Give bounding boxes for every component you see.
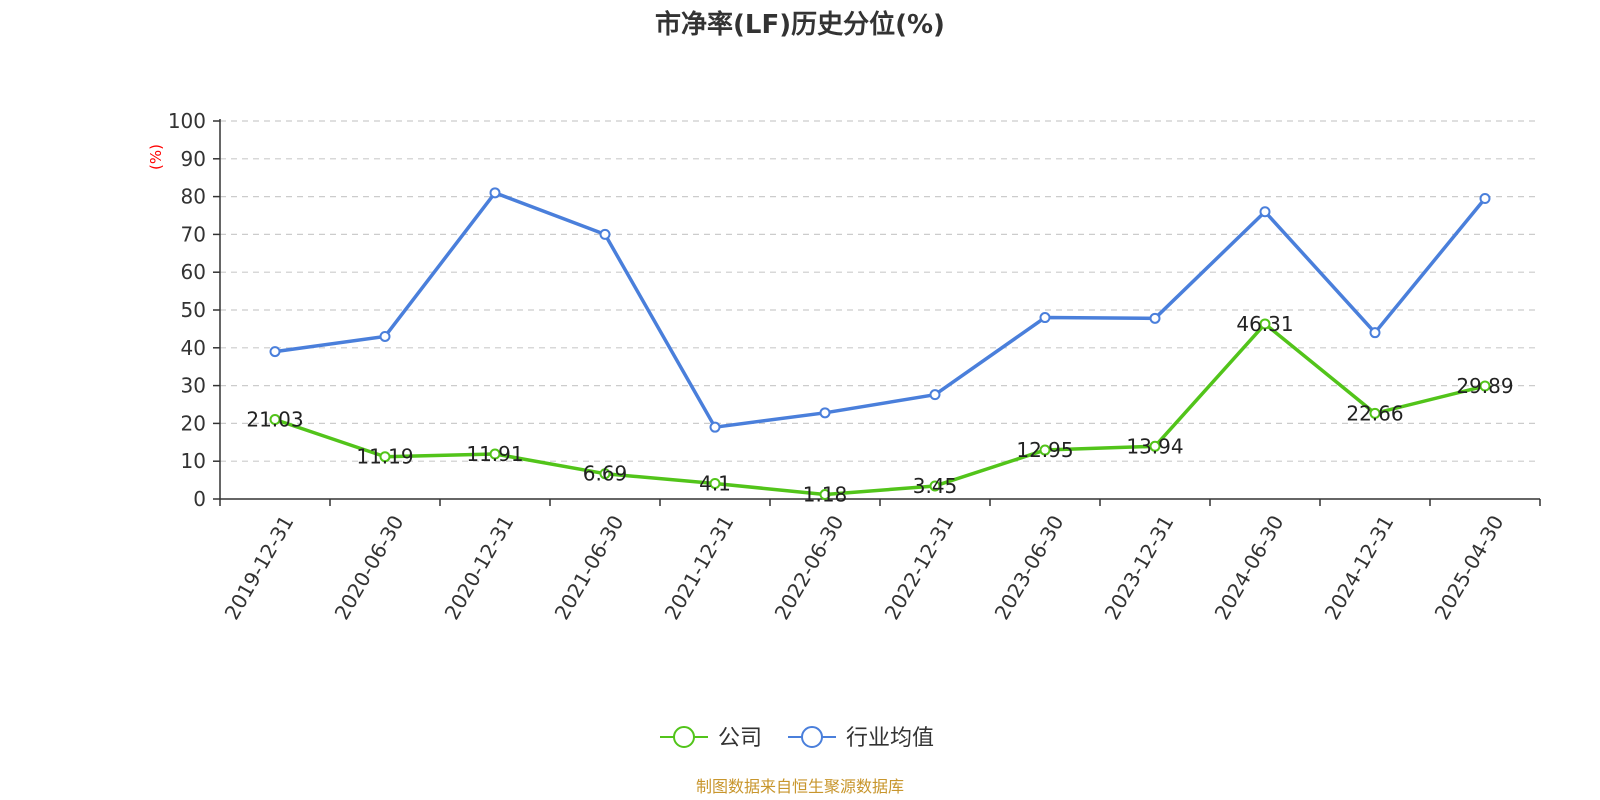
data-label: 3.45: [913, 474, 958, 498]
data-point[interactable]: [709, 421, 721, 433]
x-tick-label: 2025-04-30: [1430, 511, 1509, 624]
y-tick-label: 20: [181, 411, 206, 435]
data-point[interactable]: [599, 228, 611, 240]
data-point[interactable]: [489, 448, 501, 460]
x-tick-label: 2023-12-31: [1100, 511, 1179, 624]
axes: [213, 119, 1541, 506]
data-point[interactable]: [489, 187, 501, 199]
data-point[interactable]: [269, 414, 281, 426]
series-line: [273, 322, 1487, 497]
y-tick-label: 90: [181, 147, 206, 171]
data-point[interactable]: [1149, 440, 1161, 452]
y-tick-label: 40: [181, 336, 206, 360]
legend-marker-industry-average: [801, 726, 823, 748]
x-tick-label: 2022-06-30: [770, 511, 849, 624]
data-label: 6.69: [583, 462, 628, 486]
y-tick-label: 60: [181, 260, 206, 284]
data-point[interactable]: [1479, 380, 1491, 392]
data-point[interactable]: [1039, 444, 1051, 456]
series-company: [269, 318, 1491, 501]
data-point[interactable]: [709, 478, 721, 490]
chart-title: 市净率(LF)历史分位(%): [655, 9, 945, 40]
legend-item-company[interactable]: 公司: [660, 726, 762, 751]
x-tick-label: 2020-12-31: [440, 511, 519, 624]
x-tick-label: 2021-06-30: [550, 511, 629, 624]
data-point[interactable]: [929, 480, 941, 492]
data-point[interactable]: [819, 489, 831, 501]
data-label: 21.03: [246, 408, 303, 432]
legend[interactable]: 公司 行业均值: [660, 726, 934, 751]
data-point[interactable]: [1149, 312, 1161, 324]
x-tick-label: 2019-12-31: [220, 511, 299, 624]
data-label: 22.66: [1346, 401, 1403, 425]
series-line: [273, 191, 1487, 429]
data-point[interactable]: [269, 346, 281, 358]
y-tick-label: 80: [181, 185, 206, 209]
y-axis-unit-label: (%): [147, 144, 165, 170]
data-point[interactable]: [379, 330, 391, 342]
x-tick-label: 2024-06-30: [1210, 511, 1289, 624]
data-label: 29.89: [1456, 374, 1513, 398]
y-tick-label: 0: [193, 487, 206, 511]
data-point[interactable]: [1259, 318, 1271, 330]
y-tick-label: 70: [181, 222, 206, 246]
legend-item-industry-average[interactable]: 行业均值: [788, 726, 934, 751]
series-lines: [269, 187, 1491, 501]
data-point[interactable]: [1369, 327, 1381, 339]
x-tick-label: 2020-06-30: [330, 511, 409, 624]
grid-lines: [220, 120, 1540, 462]
data-point[interactable]: [599, 468, 611, 480]
data-label: 11.19: [356, 445, 413, 469]
y-axis-tick-labels: 0 10 20 30 40 50 60 70 80 90 100: [168, 109, 206, 511]
legend-marker-company: [673, 726, 695, 748]
data-point[interactable]: [1369, 407, 1381, 419]
x-tick-label: 2023-06-30: [990, 511, 1069, 624]
x-tick-label: 2022-12-31: [880, 511, 959, 624]
series-industry-average: [269, 187, 1491, 433]
data-label: 1.18: [803, 483, 848, 507]
legend-label-company: 公司: [718, 726, 762, 751]
data-label: 11.91: [466, 442, 523, 466]
y-tick-label: 50: [181, 298, 206, 322]
y-tick-label: 10: [181, 449, 206, 473]
data-labels: 21.03 11.19 11.91 6.69 4.1 1.18 3.45 12.95 13.94…: [246, 312, 1513, 507]
data-label: 12.95: [1016, 438, 1073, 462]
data-label: 13.94: [1126, 434, 1183, 458]
data-point[interactable]: [1479, 192, 1491, 204]
data-label: 46.31: [1236, 312, 1293, 336]
x-tick-label: 2024-12-31: [1320, 511, 1399, 624]
data-source-note: 制图数据来自恒生聚源数据库: [696, 777, 904, 796]
data-point[interactable]: [929, 389, 941, 401]
legend-label-industry-average: 行业均值: [846, 726, 934, 751]
data-point[interactable]: [379, 451, 391, 463]
x-axis-tick-labels: 2019-12-31 2020-06-30 2020-12-31 2021-06-30…: [220, 511, 1509, 624]
data-point[interactable]: [819, 407, 831, 419]
data-label: 4.1: [699, 472, 731, 496]
y-tick-label: 100: [168, 109, 206, 133]
data-point[interactable]: [1039, 312, 1051, 324]
x-tick-label: 2021-12-31: [660, 511, 739, 624]
data-point[interactable]: [1259, 206, 1271, 218]
y-tick-label: 30: [181, 374, 206, 398]
